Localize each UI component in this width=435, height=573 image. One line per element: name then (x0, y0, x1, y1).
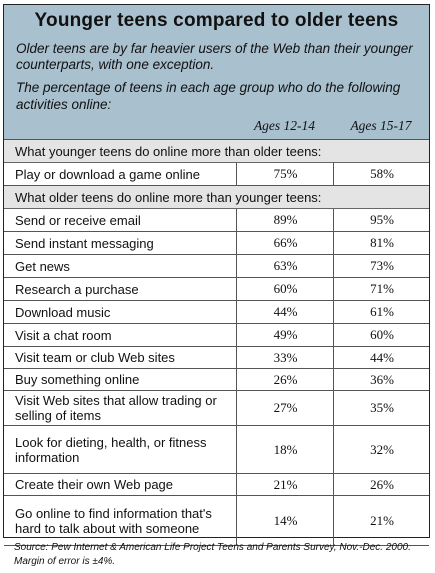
section-heading: What older teens do online more than you… (4, 186, 429, 209)
value-ages-15-17: 44% (333, 347, 430, 368)
table-row: Send or receive email 89% 95% (4, 209, 429, 232)
value-ages-12-14: 89% (236, 209, 334, 231)
value-ages-12-14: 60% (236, 278, 334, 300)
value-ages-12-14: 26% (236, 369, 334, 390)
row-label: Visit team or club Web sites (15, 350, 175, 365)
value-ages-15-17: 58% (333, 163, 430, 185)
row-label: Go online to find information that's har… (15, 505, 212, 536)
source-note: Source: Pew Internet & American Life Pro… (14, 542, 411, 567)
value-ages-15-17: 95% (333, 209, 430, 231)
table-row: Visit a chat room 49% 60% (4, 324, 429, 347)
table-row: Visit Web sites that allow trading or se… (4, 391, 429, 426)
row-label: Get news (15, 258, 70, 274)
table-row: Look for dieting, health, or fitness inf… (4, 426, 429, 474)
value-ages-12-14: 63% (236, 255, 334, 277)
row-label: Send instant messaging (15, 235, 154, 251)
section-heading: What younger teens do online more than o… (4, 140, 429, 163)
value-ages-12-14: 66% (236, 232, 334, 254)
column-header-ages-15-17: Ages 15-17 (350, 118, 412, 133)
table-row: Go online to find information that's har… (4, 496, 429, 546)
table-row: Play or download a game online 75% 58% (4, 163, 429, 186)
value-ages-15-17: 36% (333, 369, 430, 390)
value-ages-12-14: 14% (236, 496, 334, 545)
table-row: Download music 44% 61% (4, 301, 429, 324)
value-ages-12-14: 18% (236, 426, 334, 473)
value-ages-15-17: 32% (333, 426, 430, 473)
value-ages-15-17: 73% (333, 255, 430, 277)
value-ages-12-14: 21% (236, 474, 334, 495)
table-row: Create their own Web page 21% 26% (4, 474, 429, 496)
row-label: Send or receive email (15, 212, 141, 228)
table-row: Send instant messaging 66% 81% (4, 232, 429, 255)
row-label: Visit a chat room (15, 327, 112, 343)
chart-title: Younger teens compared to older teens (34, 10, 399, 31)
value-ages-15-17: 61% (333, 301, 430, 323)
value-ages-15-17: 26% (333, 474, 430, 495)
row-label: Visit Web sites that allow trading or se… (15, 393, 217, 423)
table-frame: Younger teens compared to older teens Ol… (3, 4, 430, 546)
value-ages-12-14: 33% (236, 347, 334, 368)
value-ages-12-14: 49% (236, 324, 334, 346)
chart-subtitle: Older teens are by far heavier users of … (16, 41, 413, 72)
table-row: Visit team or club Web sites 33% 44% (4, 347, 429, 369)
row-label: Download music (15, 304, 111, 320)
value-ages-15-17: 60% (333, 324, 430, 346)
value-ages-15-17: 81% (333, 232, 430, 254)
row-label: Look for dieting, health, or fitness inf… (15, 434, 207, 465)
chart-description: The percentage of teens in each age grou… (16, 80, 401, 112)
column-header-ages-12-14: Ages 12-14 (253, 118, 316, 133)
row-label: Create their own Web page (15, 477, 174, 492)
row-label: Buy something online (15, 372, 140, 387)
table-row: Get news 63% 73% (4, 255, 429, 278)
row-label: Play or download a game online (15, 166, 201, 182)
value-ages-12-14: 44% (236, 301, 334, 323)
table-row: Buy something online 26% 36% (4, 369, 429, 391)
value-ages-15-17: 35% (333, 391, 430, 425)
table-header: Younger teens compared to older teens Ol… (4, 5, 429, 140)
row-label: Research a purchase (15, 281, 139, 297)
value-ages-12-14: 75% (236, 163, 334, 185)
value-ages-15-17: 71% (333, 278, 430, 300)
value-ages-15-17: 21% (333, 496, 430, 545)
table-row: Research a purchase 60% 71% (4, 278, 429, 301)
value-ages-12-14: 27% (236, 391, 334, 425)
